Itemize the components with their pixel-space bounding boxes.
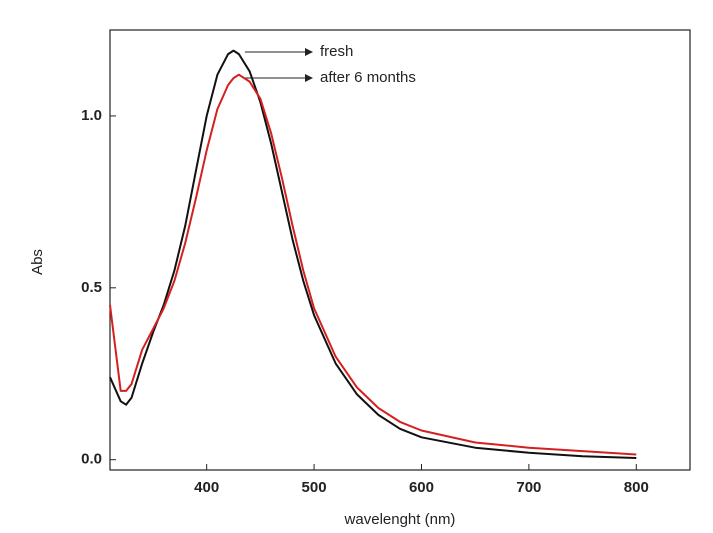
- y-axis-label: Abs: [29, 249, 46, 275]
- legend-label: fresh: [320, 43, 353, 60]
- series-line: [109, 73, 637, 456]
- x-tick-label: 400: [194, 479, 219, 496]
- x-tick-label: 800: [624, 479, 649, 496]
- series-line: [109, 49, 637, 459]
- arrow-head: [305, 48, 313, 56]
- arrow-head: [305, 74, 313, 82]
- x-tick-label: 500: [302, 479, 327, 496]
- x-axis-label: wavelenght (nm): [344, 511, 456, 528]
- x-tick-label: 600: [409, 479, 434, 496]
- x-tick-label: 700: [516, 479, 541, 496]
- legend-label: after 6 months: [320, 69, 416, 86]
- y-tick-label: 1.0: [81, 107, 102, 124]
- y-tick-label: 0.0: [81, 451, 102, 468]
- annotation-arrows: [245, 48, 313, 82]
- plot-frame: [109, 29, 691, 471]
- y-tick-label: 0.5: [81, 279, 102, 296]
